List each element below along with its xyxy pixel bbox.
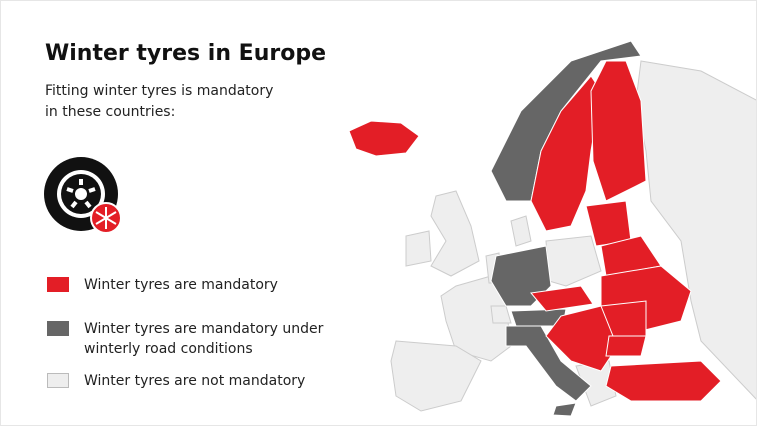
legend-swatch	[47, 373, 69, 388]
legend-label: Winter tyres are mandatory under winterl…	[84, 321, 324, 357]
tyre-icon	[44, 157, 122, 234]
legend-swatch	[47, 277, 69, 292]
legend-item: Winter tyres are mandatory under winterl…	[47, 319, 344, 359]
legend-label: Winter tyres are mandatory	[84, 277, 278, 293]
title: Winter tyres in Europe	[45, 41, 326, 66]
legend-item: Winter tyres are not mandatory	[47, 371, 344, 391]
legend-item: Winter tyres are mandatory	[47, 275, 344, 295]
legend-swatch	[47, 321, 69, 336]
subtitle: in these countries:	[45, 104, 176, 120]
subtitle: Fitting winter tyres is mandatory	[45, 83, 274, 99]
legend-label: Winter tyres are not mandatory	[84, 373, 306, 389]
